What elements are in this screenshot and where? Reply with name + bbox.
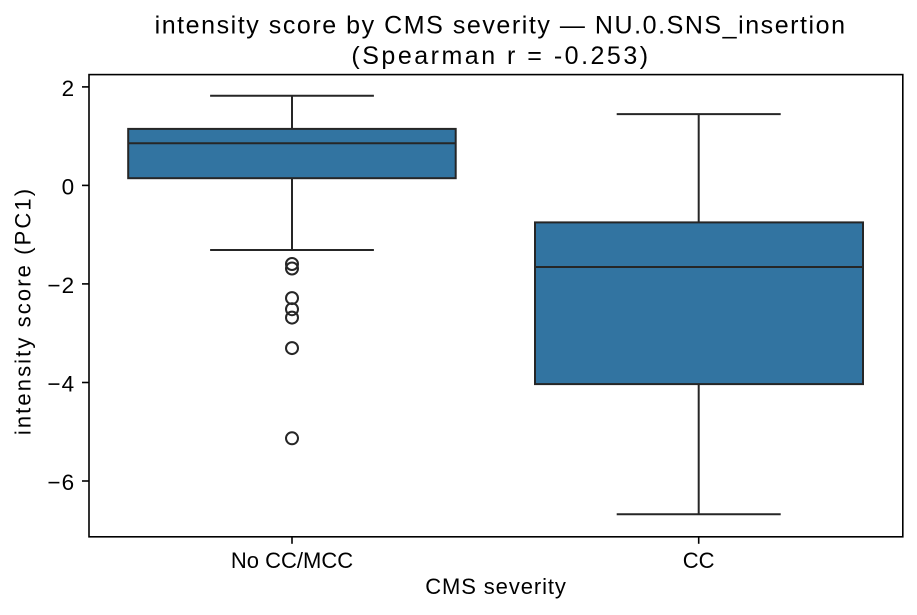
svg-text:−4: −4 [47, 372, 75, 397]
svg-text:2: 2 [62, 76, 76, 101]
svg-text:intensity score (PC1): intensity score (PC1) [11, 187, 36, 435]
svg-text:0: 0 [62, 175, 76, 200]
svg-text:−2: −2 [47, 273, 75, 298]
svg-text:No CC/MCC: No CC/MCC [231, 548, 353, 573]
svg-text:(Spearman r = -0.253): (Spearman r = -0.253) [351, 42, 650, 70]
svg-text:intensity score by CMS severit: intensity score by CMS severity — NU.0.S… [155, 12, 847, 40]
svg-text:CMS severity: CMS severity [425, 574, 567, 599]
svg-text:CC: CC [683, 548, 715, 573]
svg-text:−6: −6 [47, 470, 75, 495]
